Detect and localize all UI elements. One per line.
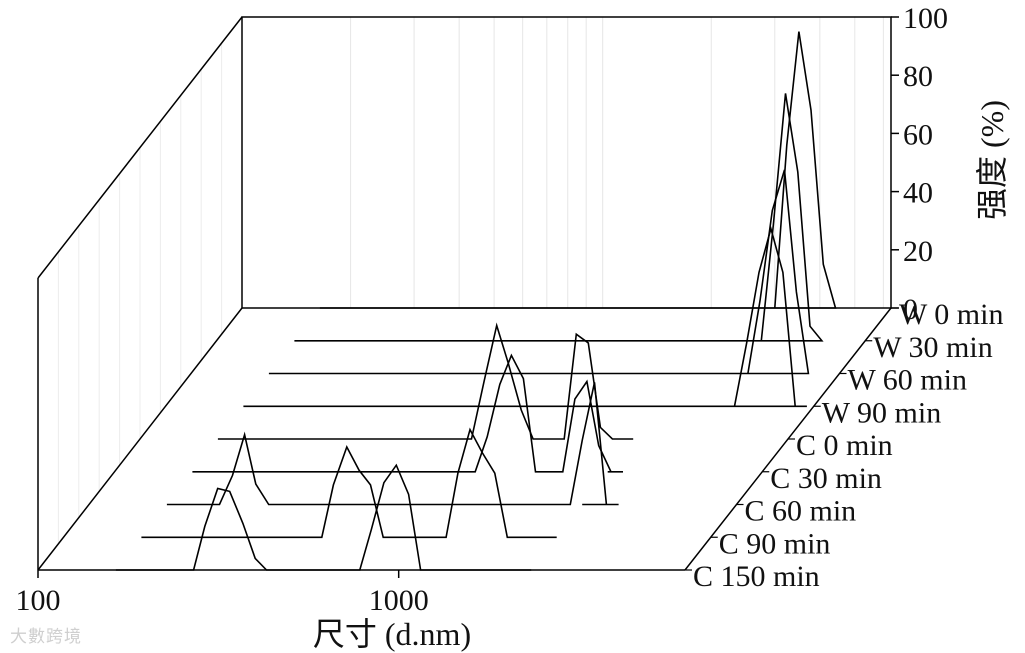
series-line — [141, 427, 557, 539]
tick-labels: 0 20 40 60 80 100 100 1000 — [16, 2, 949, 617]
series-label: C 0 min — [796, 429, 893, 462]
series-line — [192, 353, 623, 473]
y-tick-label: 80 — [903, 60, 933, 93]
series-line — [115, 463, 532, 571]
series-label: C 150 min — [693, 560, 820, 593]
series-line — [166, 382, 619, 506]
back-wall-grid — [57, 17, 884, 544]
left-wall-top-edge — [37, 16, 243, 279]
series-label: W 90 min — [822, 396, 941, 429]
floor-left-edge — [37, 307, 243, 571]
y-tick-label: 100 — [903, 2, 948, 35]
y-tick-label: 0 — [903, 293, 918, 326]
series-line — [217, 322, 634, 440]
x-tick-label: 100 — [16, 584, 61, 617]
series-label: C 30 min — [770, 462, 882, 495]
x-axis-title: 尺寸 (d.nm) — [313, 616, 471, 652]
series-line — [294, 93, 824, 342]
series-line — [243, 225, 807, 408]
series-label: C 60 min — [745, 495, 857, 528]
y-tick-label: 20 — [903, 235, 933, 268]
series-label: W 30 min — [873, 331, 992, 364]
series-label: C 90 min — [719, 527, 831, 560]
y-axis-title: 强度 (%) — [974, 100, 1010, 220]
y-tick-label: 60 — [903, 118, 933, 151]
series-layer — [115, 31, 837, 571]
series-line — [268, 169, 810, 375]
axis-ticks — [37, 16, 899, 578]
series-line — [319, 31, 837, 309]
watermark: 大數跨境 — [10, 627, 82, 647]
x-tick-label: 1000 — [369, 584, 429, 617]
axis-frame — [37, 16, 892, 571]
series-label: W 60 min — [848, 364, 967, 397]
series-label: W 0 min — [899, 298, 1003, 331]
y-tick-label: 40 — [903, 177, 933, 210]
